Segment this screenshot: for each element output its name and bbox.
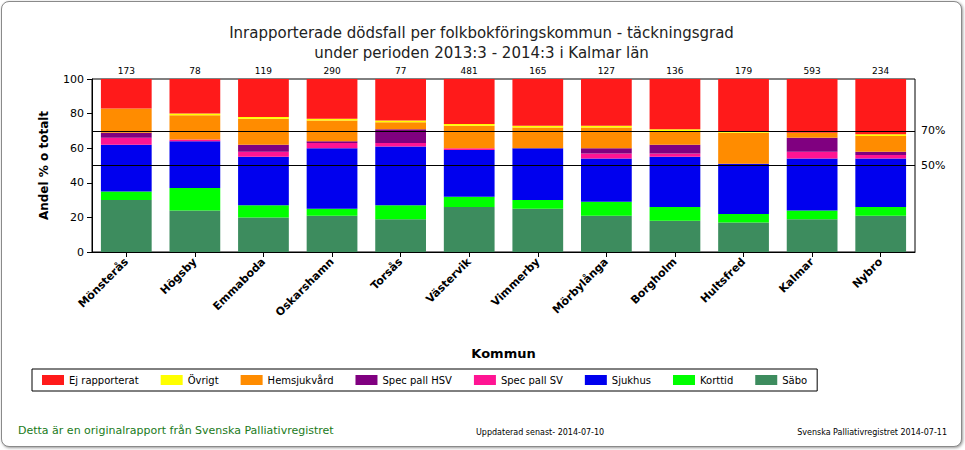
svg-text:Emmaboda: Emmaboda	[210, 255, 268, 313]
svg-text:593: 593	[804, 66, 821, 76]
svg-text:179: 179	[735, 66, 752, 76]
svg-text:127: 127	[598, 66, 615, 76]
svg-text:Västervik: Västervik	[423, 255, 474, 306]
svg-text:Andel % o totalt: Andel % o totalt	[37, 111, 51, 220]
svg-text:70%: 70%	[921, 124, 945, 137]
svg-text:Säbo: Säbo	[782, 375, 807, 386]
svg-text:50%: 50%	[921, 159, 945, 172]
svg-text:100: 100	[63, 73, 84, 86]
svg-text:Spec pall HSV: Spec pall HSV	[382, 375, 452, 386]
svg-text:80: 80	[70, 107, 84, 120]
svg-text:Oskarshamn: Oskarshamn	[273, 255, 337, 319]
svg-text:Svenska Palliativregistret 201: Svenska Palliativregistret 2014-07-11	[797, 428, 947, 437]
svg-text:Sjukhus: Sjukhus	[612, 375, 651, 386]
svg-text:Övrigt: Övrigt	[188, 374, 219, 386]
svg-text:481: 481	[461, 66, 478, 76]
svg-text:60: 60	[70, 142, 84, 155]
svg-text:Hemsjukvård: Hemsjukvård	[268, 374, 334, 386]
svg-text:Mörbylånga: Mörbylånga	[550, 255, 611, 316]
svg-text:Uppdaterad senast- 2014-07-10: Uppdaterad senast- 2014-07-10	[476, 428, 604, 437]
svg-text:290: 290	[323, 66, 340, 76]
svg-text:Hultsfred: Hultsfred	[698, 255, 748, 305]
svg-text:Nybro: Nybro	[850, 255, 886, 291]
svg-text:165: 165	[529, 66, 546, 76]
svg-text:20: 20	[70, 211, 84, 224]
svg-text:Torsås: Torsås	[368, 255, 405, 292]
svg-text:0: 0	[77, 246, 84, 259]
svg-text:Vimmerby: Vimmerby	[489, 255, 543, 309]
svg-text:Mönsterås: Mönsterås	[76, 255, 131, 310]
svg-text:under perioden 2013:3 - 2014:3: under perioden 2013:3 - 2014:3 i Kalmar …	[314, 44, 649, 62]
svg-text:119: 119	[255, 66, 272, 76]
svg-text:136: 136	[666, 66, 683, 76]
svg-text:Spec pall SV: Spec pall SV	[501, 375, 563, 386]
svg-text:Kalmar: Kalmar	[776, 255, 817, 296]
svg-text:Högsby: Högsby	[158, 255, 200, 297]
svg-text:234: 234	[872, 66, 889, 76]
svg-text:Detta är en originalrapport fr: Detta är en originalrapport från Svenska…	[18, 424, 334, 437]
svg-text:40: 40	[70, 176, 84, 189]
svg-text:Ej rapporterat: Ej rapporterat	[69, 375, 139, 386]
svg-text:Borgholm: Borgholm	[628, 255, 679, 306]
svg-text:78: 78	[189, 66, 201, 76]
svg-text:Inrapporterade dödsfall per fo: Inrapporterade dödsfall per folkbokförin…	[229, 24, 734, 42]
svg-text:173: 173	[118, 66, 135, 76]
svg-text:Kommun: Kommun	[471, 346, 535, 361]
svg-text:Korttid: Korttid	[700, 375, 733, 386]
svg-text:77: 77	[395, 66, 406, 76]
